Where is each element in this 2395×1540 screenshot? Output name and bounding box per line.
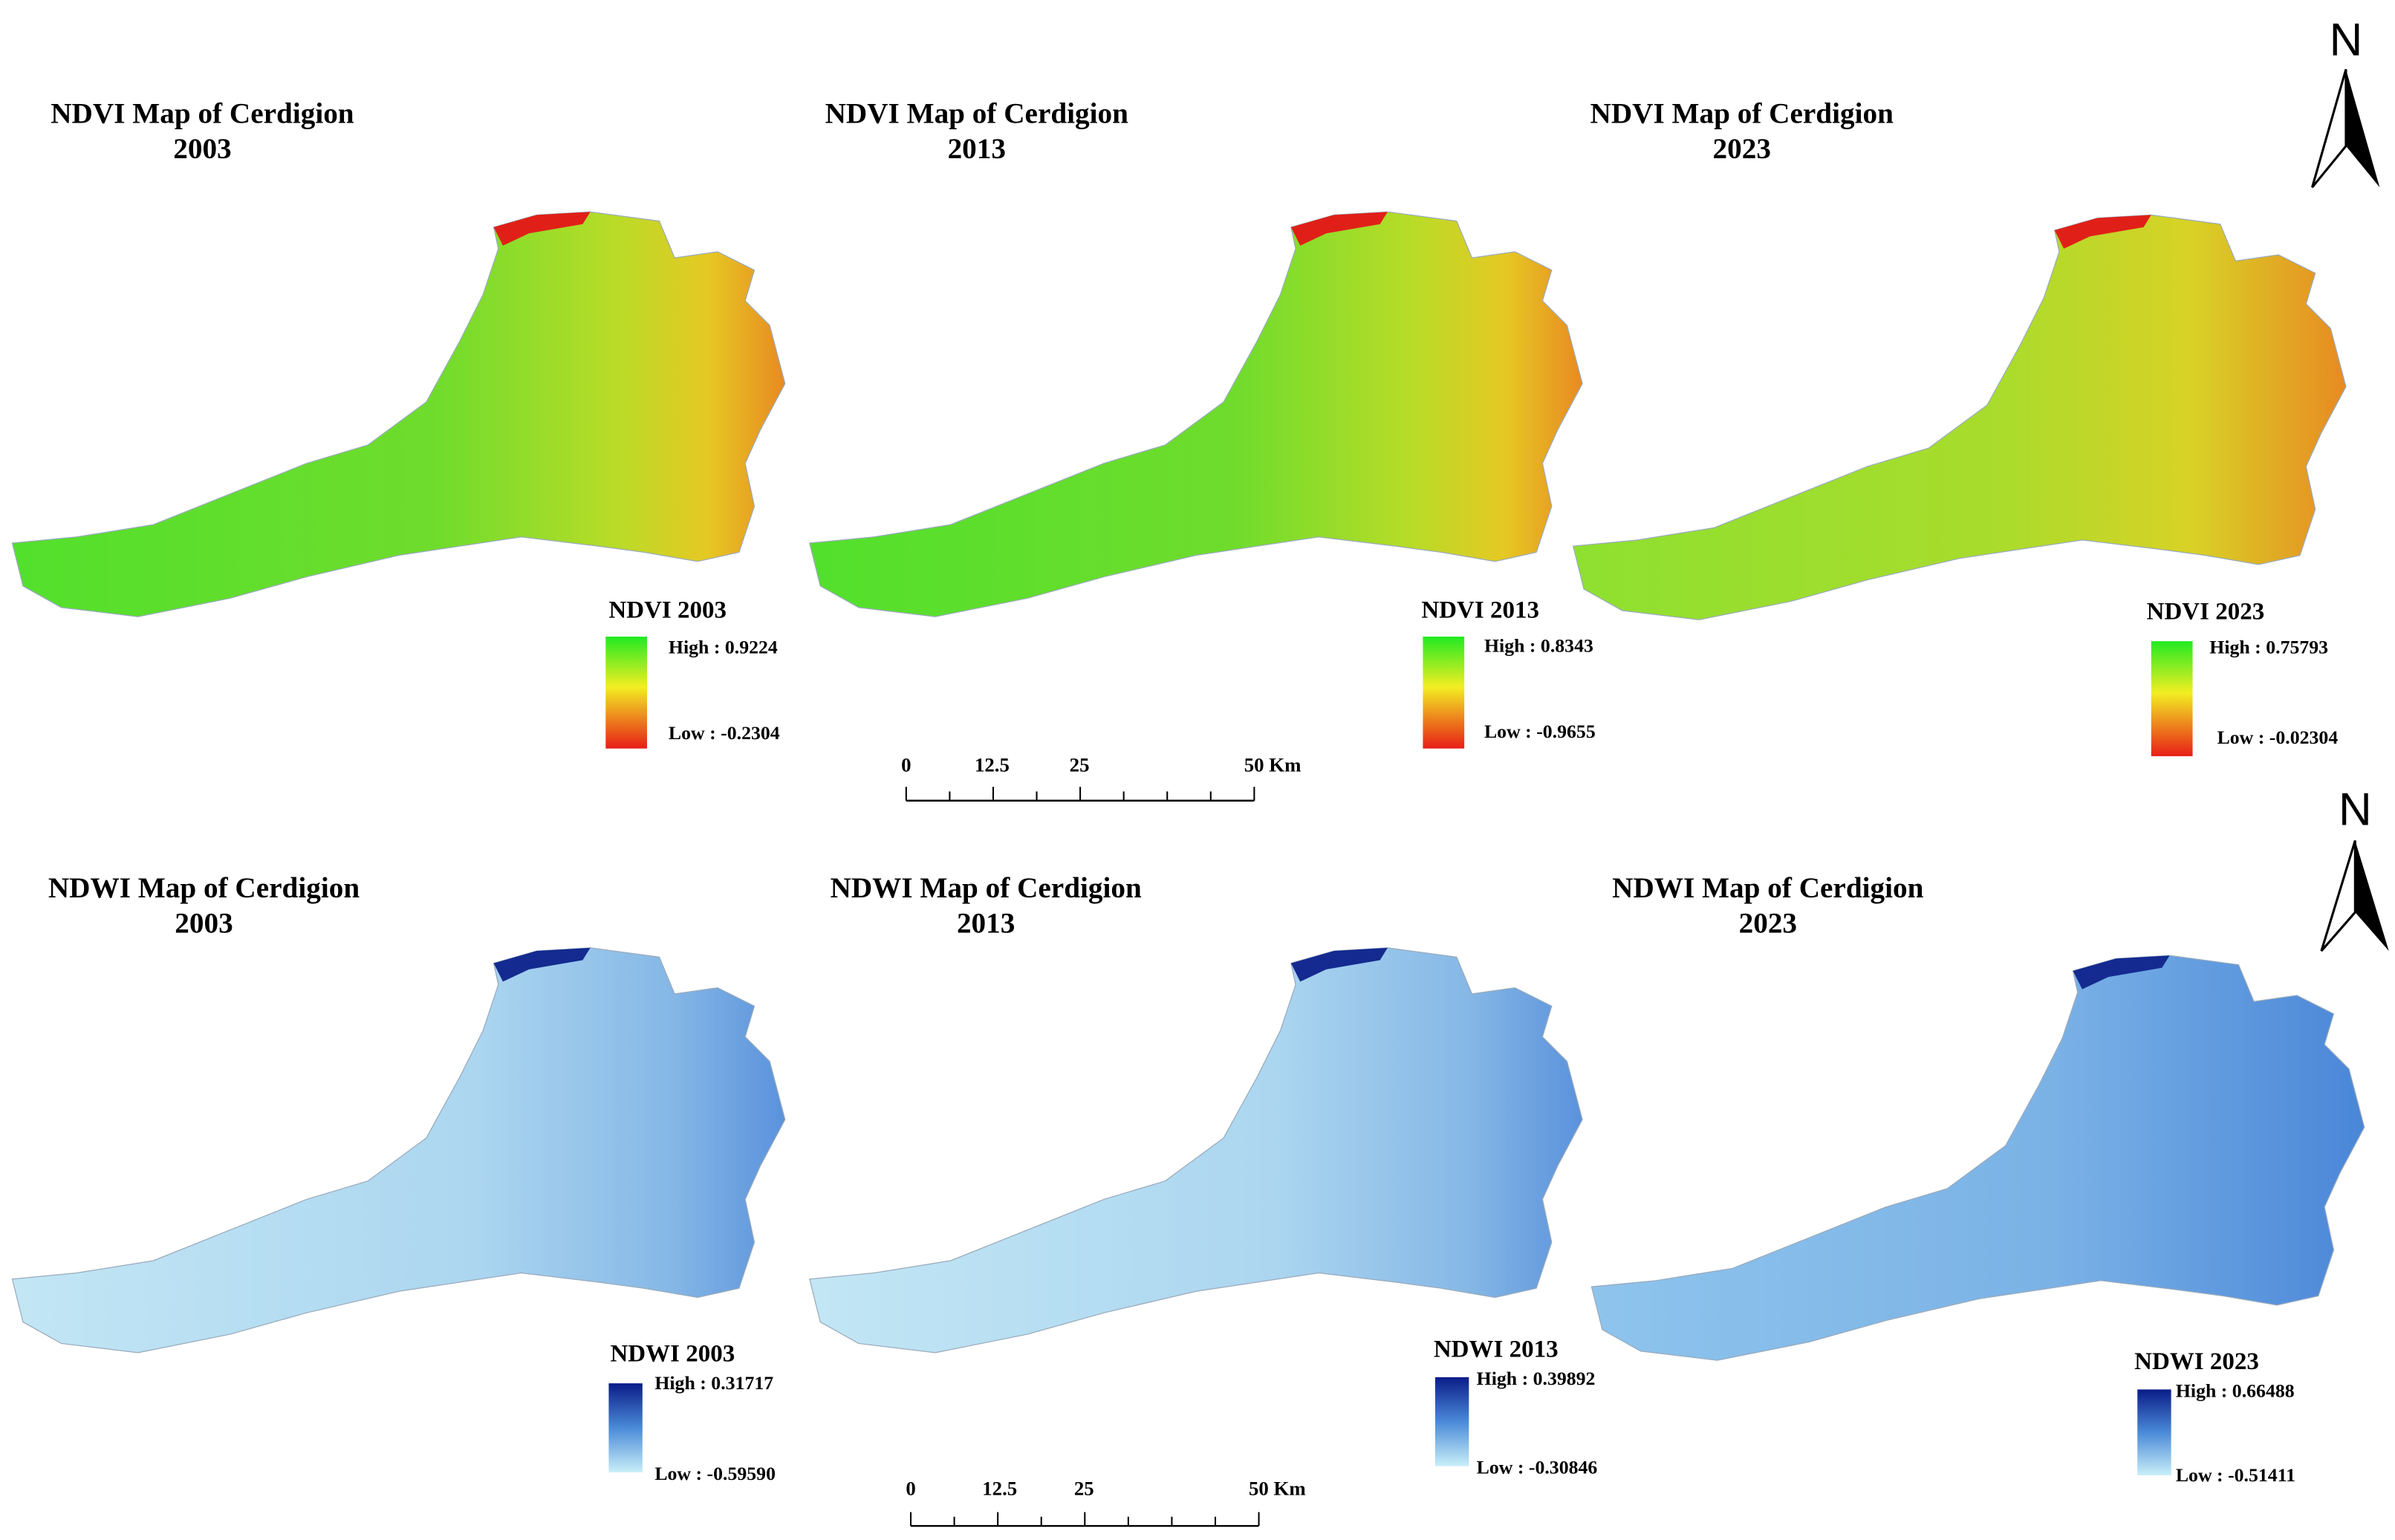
legend-title: NDWI 2003 (610, 1341, 735, 1368)
map-title: NDWI Map of Cerdigion (48, 872, 360, 904)
north-arrow: N (2311, 15, 2380, 189)
north-label: N (2339, 784, 2372, 836)
scale-label: 12.5 (975, 754, 1010, 776)
north-arrow: N (2320, 784, 2389, 952)
scale-label: 0 (906, 1478, 915, 1500)
scale-bar: 0 12.5 25 50 Km (901, 754, 1302, 802)
legend-ramp (2151, 641, 2193, 756)
coast-highlight (493, 947, 591, 982)
legend-ramp (1423, 636, 1465, 749)
north-label: N (2330, 15, 2363, 66)
region-shape (11, 211, 786, 617)
map-title: NDWI Map of Cerdigion (1612, 872, 1923, 904)
legend-high: High : 0.75793 (2209, 636, 2328, 657)
scale-label: 50 Km (1249, 1478, 1306, 1500)
map-panel: NDVI Map of Cerdigion 2013 NDVI 2013 High :… (809, 97, 1596, 749)
legend-high: High : 0.39892 (1477, 1368, 1596, 1389)
coast-highlight (493, 212, 591, 246)
legend-high: High : 0.66488 (2176, 1380, 2295, 1401)
map-title: NDVI Map of Cerdigion (825, 97, 1129, 129)
coast-highlight (2054, 215, 2151, 249)
map-year: 2013 (957, 907, 1015, 939)
arrow-left (2311, 68, 2347, 189)
coast-highlight (2073, 955, 2170, 990)
legend-high: High : 0.31717 (654, 1372, 773, 1394)
map-panel: NDVI Map of Cerdigion 2003 NDVI 2003 High :… (11, 97, 786, 749)
map-year: 2023 (1713, 133, 1771, 165)
map-panel: NDVI Map of Cerdigion 2023 NDVI 2023 High :… (1572, 97, 2347, 756)
legend-ramp (608, 1383, 643, 1472)
legend-ramp (605, 636, 648, 749)
scale-label: 25 (1070, 754, 1090, 776)
legend-ramp (1434, 1377, 1469, 1466)
legend-low: Low : -0.59590 (654, 1463, 776, 1484)
map-year: 2023 (1739, 907, 1797, 939)
map-title: NDVI Map of Cerdigion (1590, 97, 1894, 129)
arrow-right (2345, 69, 2380, 188)
region-shape (1590, 955, 2365, 1361)
map-title: NDVI Map of Cerdigion (51, 97, 354, 129)
legend-low: Low : -0.2304 (669, 722, 780, 744)
region-shape (809, 947, 1583, 1354)
legend-high: High : 0.8343 (1484, 634, 1593, 656)
scale-label: 0 (901, 754, 911, 776)
legend-title: NDVI 2003 (608, 597, 727, 623)
region-shape (11, 947, 786, 1354)
map-year: 2003 (173, 133, 231, 165)
scale-label: 25 (1074, 1478, 1094, 1500)
region-shape (809, 211, 1583, 617)
scale-bar: 0 12.5 25 50 Km (906, 1478, 1306, 1527)
legend-ramp (2137, 1389, 2171, 1475)
map-year: 2013 (948, 133, 1006, 165)
region-shape (1572, 214, 2347, 620)
legend-low: Low : -0.51411 (2176, 1464, 2295, 1486)
legend-low: Low : -0.30846 (1477, 1457, 1598, 1478)
legend-title: NDVI 2023 (2147, 599, 2265, 626)
arrow-left (2320, 839, 2356, 952)
legend-title: NDVI 2013 (1421, 597, 1539, 623)
legend-high: High : 0.9224 (669, 636, 778, 657)
legend-title: NDWI 2013 (1434, 1336, 1559, 1362)
map-title: NDWI Map of Cerdigion (831, 872, 1142, 904)
legend-low: Low : -0.02304 (2217, 727, 2339, 748)
arrow-right (2355, 840, 2389, 952)
scale-label: 12.5 (982, 1478, 1017, 1500)
coast-highlight (1290, 212, 1388, 246)
scale-label: 50 Km (1244, 754, 1302, 776)
map-year: 2003 (175, 907, 233, 939)
legend-low: Low : -0.9655 (1484, 721, 1596, 742)
legend-title: NDWI 2023 (2134, 1348, 2259, 1375)
coast-highlight (1290, 947, 1388, 982)
